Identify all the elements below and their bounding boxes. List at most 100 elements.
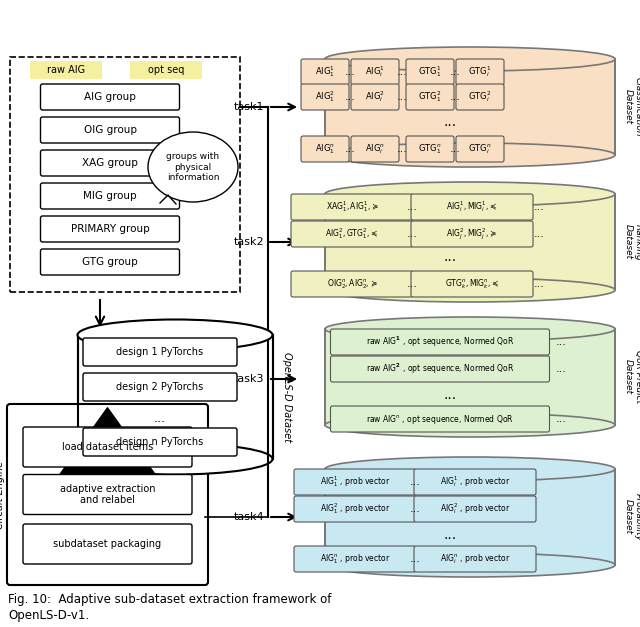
FancyBboxPatch shape — [40, 117, 179, 143]
FancyBboxPatch shape — [456, 59, 504, 85]
FancyBboxPatch shape — [456, 84, 504, 110]
Text: $\mathrm{AIG}_1^2$: $\mathrm{AIG}_1^2$ — [315, 90, 335, 105]
Text: $\mathrm{AIG}_i^2$: $\mathrm{AIG}_i^2$ — [365, 90, 385, 105]
Text: ...: ... — [449, 92, 460, 102]
Bar — [77, 335, 273, 459]
Text: OpenLS-D-v1.: OpenLS-D-v1. — [8, 608, 89, 621]
FancyBboxPatch shape — [414, 469, 536, 495]
Text: $\mathrm{GTG}_i^n$: $\mathrm{GTG}_i^n$ — [468, 142, 492, 155]
Text: $\mathrm{AIG}_1^n$ , prob vector: $\mathrm{AIG}_1^n$ , prob vector — [320, 552, 390, 566]
FancyBboxPatch shape — [30, 61, 102, 79]
Text: GTG group: GTG group — [82, 257, 138, 267]
Text: OIG group: OIG group — [83, 125, 136, 135]
Text: XAG group: XAG group — [82, 158, 138, 168]
Text: subdataset packaging: subdataset packaging — [53, 539, 161, 549]
Text: $\mathrm{GTG}_1^n$: $\mathrm{GTG}_1^n$ — [419, 142, 442, 155]
FancyBboxPatch shape — [301, 84, 349, 110]
FancyBboxPatch shape — [301, 59, 349, 85]
Text: design 2 PyTorchs: design 2 PyTorchs — [116, 382, 204, 392]
FancyBboxPatch shape — [291, 194, 413, 220]
Text: $\mathrm{GTG}_i^2$: $\mathrm{GTG}_i^2$ — [468, 90, 492, 105]
Ellipse shape — [77, 320, 273, 350]
Text: ...: ... — [534, 229, 545, 239]
Text: $\mathrm{AIG}_i^n$: $\mathrm{AIG}_i^n$ — [365, 142, 385, 155]
Ellipse shape — [325, 278, 615, 302]
FancyBboxPatch shape — [294, 546, 416, 572]
FancyBboxPatch shape — [40, 249, 179, 275]
Text: Fig. 10:  Adaptive sub-dataset extraction framework of: Fig. 10: Adaptive sub-dataset extraction… — [8, 593, 332, 606]
FancyBboxPatch shape — [330, 329, 550, 355]
FancyBboxPatch shape — [411, 271, 533, 297]
Text: ...: ... — [444, 528, 456, 542]
Text: AIG group: AIG group — [84, 92, 136, 102]
Ellipse shape — [148, 132, 238, 202]
Text: $\mathrm{GTG}_i^1$: $\mathrm{GTG}_i^1$ — [468, 65, 492, 80]
Text: ...: ... — [410, 477, 420, 487]
Text: raw AIG$^{n}$ , opt sequence, Normed QoR: raw AIG$^{n}$ , opt sequence, Normed QoR — [366, 413, 514, 426]
Ellipse shape — [325, 182, 615, 206]
Bar — [325, 194, 615, 290]
FancyBboxPatch shape — [23, 524, 192, 564]
Text: ...: ... — [444, 115, 456, 129]
FancyBboxPatch shape — [406, 84, 454, 110]
Text: ...: ... — [556, 364, 567, 374]
Text: ...: ... — [154, 413, 166, 426]
Text: $\mathrm{AIG}_j^2,\mathrm{MIG}_j^2,\!\succeq$: $\mathrm{AIG}_j^2,\mathrm{MIG}_j^2,\!\su… — [446, 226, 498, 242]
Text: Circuit Engine: Circuit Engine — [0, 460, 5, 529]
FancyBboxPatch shape — [40, 216, 179, 242]
Text: Ranking
Dataset: Ranking Dataset — [623, 224, 640, 260]
Text: ...: ... — [449, 144, 460, 154]
Text: ...: ... — [556, 414, 567, 424]
Ellipse shape — [325, 47, 615, 71]
Text: task1: task1 — [234, 102, 264, 112]
FancyBboxPatch shape — [456, 136, 504, 162]
Text: OpenLS-D Dataset: OpenLS-D Dataset — [282, 352, 291, 442]
FancyBboxPatch shape — [130, 61, 202, 79]
Text: $\mathrm{AIG}_i^1$: $\mathrm{AIG}_i^1$ — [365, 65, 385, 80]
Ellipse shape — [325, 413, 615, 437]
Text: ...: ... — [410, 554, 420, 564]
Text: Classification
Dataset: Classification Dataset — [623, 77, 640, 137]
Bar — [325, 329, 615, 425]
Text: MIG group: MIG group — [83, 191, 137, 201]
FancyBboxPatch shape — [330, 406, 550, 432]
Text: adaptive extraction
and relabel: adaptive extraction and relabel — [60, 483, 156, 505]
Text: task3: task3 — [234, 374, 264, 384]
Text: ...: ... — [444, 388, 456, 402]
Text: $\mathrm{GTG}_1^2$: $\mathrm{GTG}_1^2$ — [419, 90, 442, 105]
FancyBboxPatch shape — [83, 338, 237, 366]
Text: ...: ... — [406, 229, 417, 239]
Text: $\mathrm{OIG}_2^n,\mathrm{AIG}_2^n,\!\succeq$: $\mathrm{OIG}_2^n,\mathrm{AIG}_2^n,\!\su… — [326, 277, 378, 291]
FancyBboxPatch shape — [23, 475, 192, 515]
Text: $\mathrm{AIG}_i^2$ , prob vector: $\mathrm{AIG}_i^2$ , prob vector — [440, 502, 510, 517]
FancyBboxPatch shape — [406, 136, 454, 162]
Text: $\mathrm{AIG}_1^1$ , prob vector: $\mathrm{AIG}_1^1$ , prob vector — [320, 475, 390, 490]
FancyBboxPatch shape — [294, 496, 416, 522]
FancyBboxPatch shape — [351, 136, 399, 162]
FancyBboxPatch shape — [411, 221, 533, 247]
Text: ...: ... — [534, 279, 545, 289]
Ellipse shape — [325, 143, 615, 167]
Text: raw AIG$^{\mathbf{1}}$ , opt sequence, Normed QoR: raw AIG$^{\mathbf{1}}$ , opt sequence, N… — [366, 335, 514, 349]
Text: $\mathrm{AIG}_i^1$ , prob vector: $\mathrm{AIG}_i^1$ , prob vector — [440, 475, 510, 490]
Text: raw AIG: raw AIG — [47, 65, 85, 75]
Text: ...: ... — [344, 67, 355, 77]
Text: QoR Predict
Dataset: QoR Predict Dataset — [623, 350, 640, 404]
FancyBboxPatch shape — [7, 404, 208, 585]
Text: PRIMARY group: PRIMARY group — [70, 224, 149, 234]
Ellipse shape — [77, 443, 273, 475]
Text: $\mathrm{AIG}_1^2,\mathrm{GTG}_1^2,\!\preceq$: $\mathrm{AIG}_1^2,\mathrm{GTG}_1^2,\!\pr… — [326, 226, 378, 241]
Ellipse shape — [325, 317, 615, 341]
FancyBboxPatch shape — [40, 84, 179, 110]
Ellipse shape — [325, 553, 615, 577]
Bar — [10, 57, 240, 292]
Text: raw AIG$^{\mathbf{2}}$ , opt sequence, Normed QoR: raw AIG$^{\mathbf{2}}$ , opt sequence, N… — [366, 362, 514, 376]
Text: $\mathrm{GTG}_1^1$: $\mathrm{GTG}_1^1$ — [419, 65, 442, 80]
Text: ...: ... — [397, 67, 408, 77]
FancyBboxPatch shape — [291, 221, 413, 247]
Text: groups with
physical
information: groups with physical information — [166, 152, 220, 182]
Bar — [325, 469, 615, 565]
Text: load dataset items: load dataset items — [62, 442, 153, 452]
Text: $\mathrm{AIG}_i^n$ , prob vector: $\mathrm{AIG}_i^n$ , prob vector — [440, 552, 510, 566]
FancyBboxPatch shape — [414, 546, 536, 572]
